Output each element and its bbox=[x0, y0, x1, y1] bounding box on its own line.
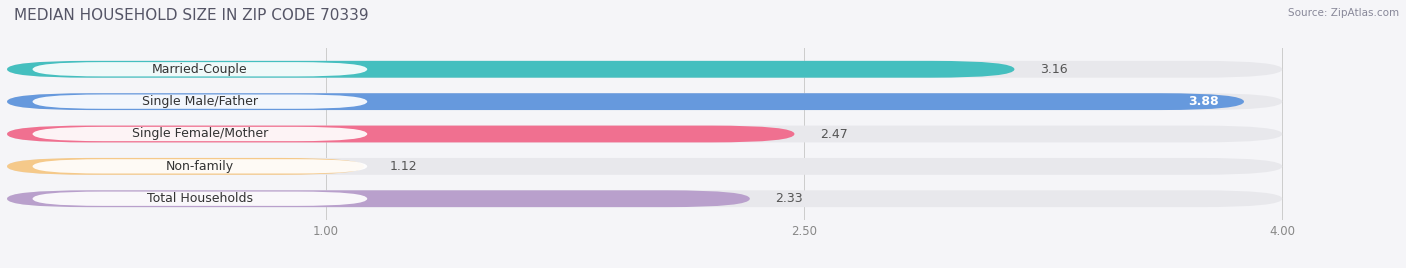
Text: 3.88: 3.88 bbox=[1188, 95, 1219, 108]
Text: 1.12: 1.12 bbox=[389, 160, 418, 173]
Text: Single Female/Mother: Single Female/Mother bbox=[132, 128, 269, 140]
Text: Single Male/Father: Single Male/Father bbox=[142, 95, 257, 108]
FancyBboxPatch shape bbox=[7, 158, 364, 175]
FancyBboxPatch shape bbox=[7, 93, 1282, 110]
FancyBboxPatch shape bbox=[7, 190, 1282, 207]
FancyBboxPatch shape bbox=[7, 126, 794, 142]
Text: 2.47: 2.47 bbox=[820, 128, 848, 140]
Text: MEDIAN HOUSEHOLD SIZE IN ZIP CODE 70339: MEDIAN HOUSEHOLD SIZE IN ZIP CODE 70339 bbox=[14, 8, 368, 23]
Text: 3.16: 3.16 bbox=[1040, 63, 1067, 76]
FancyBboxPatch shape bbox=[7, 190, 749, 207]
FancyBboxPatch shape bbox=[32, 95, 367, 109]
FancyBboxPatch shape bbox=[7, 158, 1282, 175]
Text: Source: ZipAtlas.com: Source: ZipAtlas.com bbox=[1288, 8, 1399, 18]
Text: Married-Couple: Married-Couple bbox=[152, 63, 247, 76]
FancyBboxPatch shape bbox=[7, 126, 1282, 142]
FancyBboxPatch shape bbox=[7, 61, 1015, 78]
FancyBboxPatch shape bbox=[32, 62, 367, 76]
FancyBboxPatch shape bbox=[32, 127, 367, 141]
Text: Total Households: Total Households bbox=[146, 192, 253, 205]
FancyBboxPatch shape bbox=[7, 61, 1282, 78]
FancyBboxPatch shape bbox=[32, 192, 367, 206]
FancyBboxPatch shape bbox=[32, 159, 367, 173]
FancyBboxPatch shape bbox=[7, 93, 1244, 110]
Text: Non-family: Non-family bbox=[166, 160, 233, 173]
Text: 2.33: 2.33 bbox=[775, 192, 803, 205]
